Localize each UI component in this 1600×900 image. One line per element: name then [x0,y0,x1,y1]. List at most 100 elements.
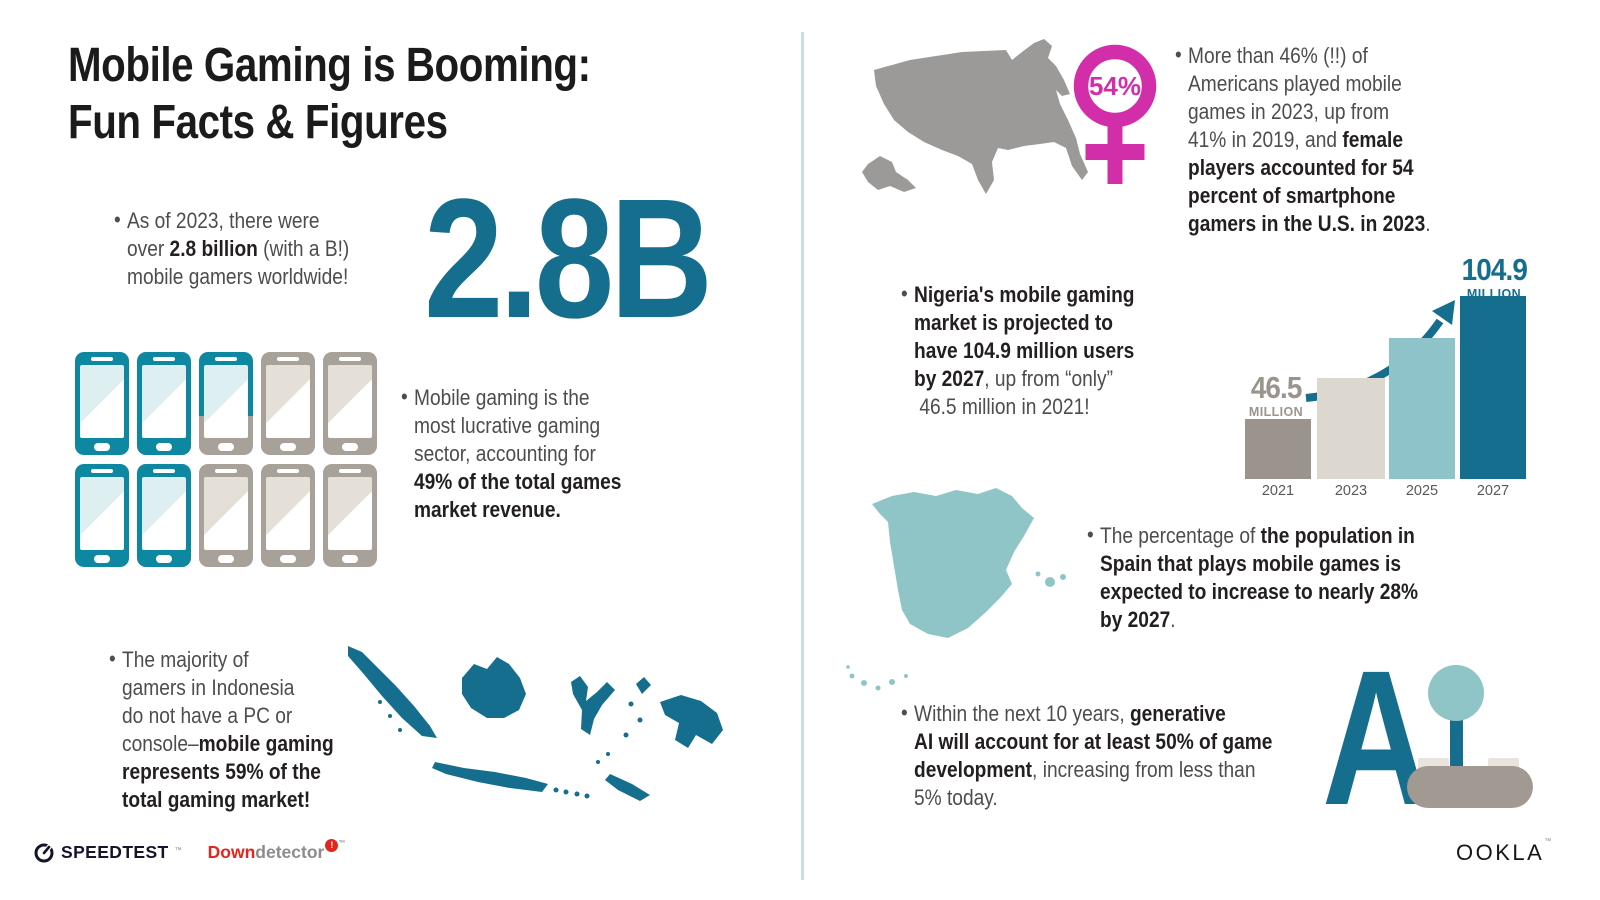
fact-spain: • The percentage of the population in Spa… [1087,522,1419,634]
bullet: • [113,207,121,232]
bullet: • [1086,522,1094,547]
phone-speaker [215,469,237,473]
fact-indonesia: • The majority of gamers in Indonesia do n… [109,646,334,814]
downdetector-wordmark-detector: detector [255,841,325,862]
bar-2027 [1460,296,1526,479]
year-label-2025: 2025 [1405,483,1439,499]
phone-home-button [342,443,358,451]
ai-letter-a: A [1322,630,1431,845]
fact-revenue-share: • Mobile gaming is the most lucrative gam… [401,384,622,524]
bullet: • [1174,42,1182,67]
fact-generative-ai: • Within the next 10 years, generative AI… [901,700,1273,812]
year-label-2027: 2027 [1476,483,1510,499]
joystick-stick [1450,714,1463,776]
fact-us-players: • More than 46% (!!) of Americans played … [1175,42,1431,238]
phone-home-button [280,443,296,451]
footer-brand-logos: SPEEDTEST ™ Down detector! ™ [33,838,346,863]
chart-value-label-2021: 46.5 MILLION [1248,370,1304,419]
phone-icon [75,464,129,567]
phone-speaker [215,357,237,361]
bullet: • [900,700,908,725]
phone-speaker [153,357,175,361]
page-title-line1: Mobile Gaming is Booming: [68,39,591,92]
fact-nigeria: • Nigeria's mobile gaming market is proje… [901,281,1135,421]
column-divider [801,32,804,880]
phone-home-button [342,555,358,563]
phone-speaker [91,469,113,473]
phone-home-button [218,555,234,563]
joystick-ball [1428,665,1484,721]
phone-pictogram-grid [75,352,387,568]
phone-screen [266,365,310,438]
phone-speaker [277,469,299,473]
phone-screen [204,365,248,438]
page-title-line2: Fun Facts & Figures [68,95,448,149]
phone-home-button [156,443,172,451]
stat-2-8-billion: 2.8B [424,164,713,354]
phone-speaker [153,469,175,473]
phone-icon [261,352,315,455]
phone-speaker [339,469,361,473]
bar-2023 [1317,378,1385,479]
fact-indonesia-text: The majority of gamers in Indonesia do not… [122,647,334,812]
phone-screen [328,365,372,438]
bullet: • [400,384,408,409]
bullet: • [108,646,116,671]
year-label-2021: 2021 [1261,483,1295,499]
indonesia-map-icon [348,646,723,801]
female-badge-54: 54% [1089,71,1141,101]
fact-generative-ai-text: Within the next 10 years, generative AI w… [914,701,1273,810]
phone-icon-partial [199,352,253,455]
page-title: Mobile Gaming is Booming: Fun Facts & Fi… [68,38,591,151]
speedtest-logo: SPEEDTEST ™ [33,841,182,863]
bar-2025 [1389,338,1455,479]
phone-screen [328,477,372,550]
fact-nigeria-text: Nigeria's mobile gaming market is project… [914,282,1135,419]
phone-home-button [156,555,172,563]
phone-home-button [94,555,110,563]
speedtest-gauge-icon [34,843,54,863]
downdetector-trademark: ™ [338,839,346,847]
phone-speaker [277,357,299,361]
downdetector-wordmark-down: Down [207,841,256,862]
phone-screen [80,477,124,550]
phone-icon [261,464,315,567]
phone-home-button [218,443,234,451]
nigeria-users-bar-chart: 104.9 MILLION 46.5 MILLION 2021 2023 202… [1218,246,1534,508]
female-symbol-icon: 54% [1073,44,1157,184]
phone-screen [80,365,124,438]
bullet: • [900,281,908,306]
fact-us-players-text: More than 46% (!!) of Americans played mo… [1188,43,1431,236]
year-label-2023: 2023 [1334,483,1368,499]
phone-icon [199,464,253,567]
phone-screen [142,365,186,438]
phone-icon [137,352,191,455]
phone-home-button [280,555,296,563]
fact-worldwide-gamers: • As of 2023, there were over 2.8 billion… [114,207,350,291]
spain-map-icon [846,488,1066,691]
phone-speaker [91,357,113,361]
fact-spain-text: The percentage of the population in Spain… [1100,523,1419,632]
phone-screen [142,477,186,550]
bar-2021 [1245,419,1311,479]
phone-icon [137,464,191,567]
downdetector-alert-badge-icon: ! [325,838,339,852]
fact-revenue-share-text: Mobile gaming is the most lucrative gamin… [414,385,622,522]
female-symbol-arms [1085,144,1145,160]
speedtest-trademark: ™ [174,846,182,854]
phone-icon [75,352,129,455]
downdetector-logo: Down detector! ™ [207,838,346,863]
speedtest-wordmark: SPEEDTEST [61,841,169,862]
joystick-base [1407,766,1533,808]
phone-icon [323,464,377,567]
joystick-icon [1407,665,1533,808]
ookla-logo: OOKLA™ [1456,838,1554,866]
ookla-wordmark: OOKLA [1456,840,1545,865]
phone-icon [323,352,377,455]
fact-worldwide-gamers-text: As of 2023, there were over 2.8 billion (… [127,208,350,289]
phone-speaker [339,357,361,361]
phone-home-button [94,443,110,451]
phone-screen [204,477,248,550]
phone-screen [266,477,310,550]
